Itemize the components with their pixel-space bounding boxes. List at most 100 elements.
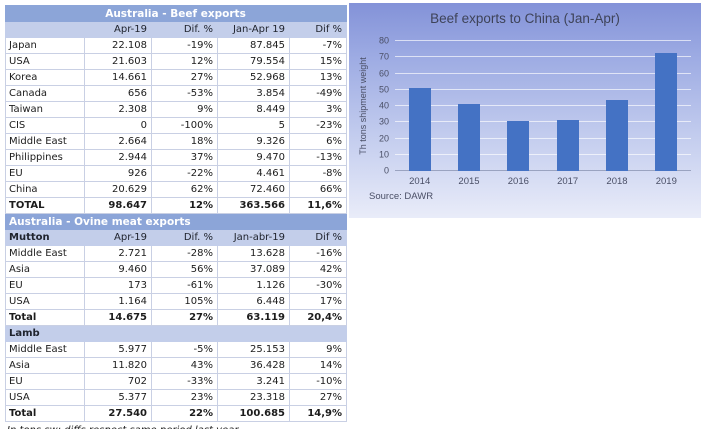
- row-label: Total: [5, 405, 85, 422]
- cell: 2.721: [84, 245, 152, 262]
- y-tick-label: 80: [378, 35, 389, 46]
- bar-slot: [592, 41, 641, 171]
- gridline: [395, 121, 691, 123]
- row-label: Mutton: [5, 229, 85, 246]
- y-tick-label: 50: [378, 84, 389, 95]
- x-tick-label: 2019: [655, 176, 677, 187]
- y-tick-label: 40: [378, 100, 389, 111]
- row-label: EU: [5, 165, 85, 182]
- cell: 12%: [151, 197, 218, 214]
- cell: 23%: [151, 389, 218, 406]
- row-label: Canada: [5, 85, 85, 102]
- cell: [151, 325, 218, 342]
- y-tick-label: 10: [378, 149, 389, 160]
- cell: 1.126: [217, 277, 290, 294]
- y-tick-label: 20: [378, 133, 389, 143]
- cell: 36.428: [217, 357, 290, 374]
- cell: 22.108: [84, 37, 152, 54]
- cell: 37.089: [217, 261, 290, 278]
- cell: -100%: [151, 117, 218, 134]
- cell: 3%: [288, 101, 348, 118]
- table-row: Korea 14.661 27% 52.968 13%: [5, 69, 348, 86]
- row-label: [5, 21, 85, 38]
- x-tick-label: 2015: [458, 176, 480, 187]
- table-row: Total 27.540 22% 100.685 14,9%: [5, 405, 348, 422]
- cell: 9.326: [217, 133, 290, 150]
- bar-slot: [494, 41, 543, 171]
- row-label: Asia: [5, 357, 85, 374]
- bar-2019: [655, 53, 678, 171]
- chart-source: Source: DAWR: [369, 191, 434, 202]
- cell: Apr-19: [84, 229, 152, 246]
- table-row: Apr-19 Dif. % Jan-Apr 19 Dif %: [5, 21, 348, 38]
- y-tick-label: 60: [378, 68, 389, 78]
- cell: 20,4%: [288, 309, 348, 326]
- cell: -53%: [151, 85, 218, 102]
- cell: -16%: [288, 245, 348, 262]
- cell: Jan-abr-19: [217, 229, 290, 246]
- cell: 22%: [151, 405, 218, 422]
- cell: 66%: [288, 181, 348, 198]
- row-label: USA: [5, 293, 85, 310]
- cell: 9%: [288, 341, 348, 358]
- cell: 14.661: [84, 69, 152, 86]
- cell: [288, 325, 348, 342]
- bar-slot: [642, 41, 691, 171]
- cell: 18%: [151, 133, 218, 150]
- cell: 3.854: [217, 85, 290, 102]
- cell: 9%: [151, 101, 218, 118]
- cell: 363.566: [217, 197, 290, 214]
- cell: 72.460: [217, 181, 290, 198]
- cell: 14,9%: [288, 405, 348, 422]
- bar-slot: [395, 41, 444, 171]
- row-label: Asia: [5, 261, 85, 278]
- cell: Apr-19: [84, 21, 152, 38]
- x-tick-label: 2018: [606, 176, 628, 187]
- bar-slot: [444, 41, 493, 171]
- cell: 656: [84, 85, 152, 102]
- cell: 5: [217, 117, 290, 134]
- row-label: Taiwan: [5, 101, 85, 118]
- row-label: CIS: [5, 117, 85, 134]
- cell: 6%: [288, 133, 348, 150]
- cell: -5%: [151, 341, 218, 358]
- bar-slot: [543, 41, 592, 171]
- cell: 20.629: [84, 181, 152, 198]
- gridline: [395, 170, 691, 171]
- gridline: [395, 56, 691, 58]
- cell: 27%: [151, 309, 218, 326]
- table-row: Middle East 2.721 -28% 13.628 -16%: [5, 245, 348, 262]
- bar-2014: [408, 88, 431, 171]
- cell: 105%: [151, 293, 218, 310]
- cell: 27.540: [84, 405, 152, 422]
- cell: 2.308: [84, 101, 152, 118]
- table-row: Asia 11.820 43% 36.428 14%: [5, 357, 348, 374]
- cell: 14%: [288, 357, 348, 374]
- table-title-row: Australia - Beef exports: [4, 5, 348, 22]
- table-row: Taiwan 2.308 9% 8.449 3%: [5, 101, 348, 118]
- cell: 5.977: [84, 341, 152, 358]
- row-label: EU: [5, 373, 85, 390]
- cell: 79.554: [217, 53, 290, 70]
- table-row: USA 5.377 23% 23.318 27%: [5, 389, 348, 406]
- cell: 2.944: [84, 149, 152, 166]
- table-row: China 20.629 62% 72.460 66%: [5, 181, 348, 198]
- cell: 87.845: [217, 37, 290, 54]
- x-tick-label: 2016: [507, 176, 529, 187]
- gridline: [395, 72, 691, 74]
- gridline: [395, 153, 691, 155]
- cell: 27%: [288, 389, 348, 406]
- row-label: EU: [5, 277, 85, 294]
- row-label: TOTAL: [5, 197, 85, 214]
- cell: -28%: [151, 245, 218, 262]
- table-row: Middle East 2.664 18% 9.326 6%: [5, 133, 348, 150]
- cell: 13%: [288, 69, 348, 86]
- bar-2016: [507, 121, 530, 171]
- cell: 173: [84, 277, 152, 294]
- table-row: Lamb: [5, 325, 348, 342]
- cell: [84, 325, 152, 342]
- table-row: TOTAL 98.647 12% 363.566 11,6%: [5, 197, 348, 214]
- row-label: USA: [5, 53, 85, 70]
- table-title: Australia - Beef exports: [4, 5, 348, 22]
